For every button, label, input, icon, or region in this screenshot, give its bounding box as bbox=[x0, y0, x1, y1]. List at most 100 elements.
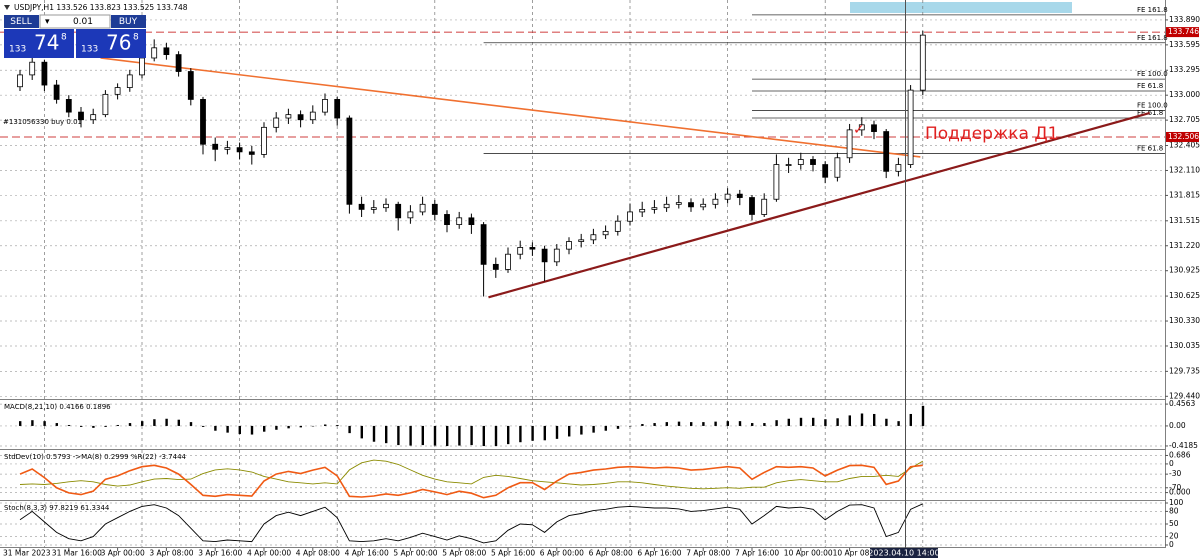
candle-body bbox=[17, 74, 23, 88]
candle-body bbox=[236, 147, 243, 153]
candle-body bbox=[200, 99, 206, 145]
indicator-line bbox=[19, 459, 924, 490]
indicator-line bbox=[19, 503, 923, 544]
candle-body bbox=[578, 239, 585, 242]
histogram-bar bbox=[202, 425, 205, 427]
sell-button[interactable] bbox=[4, 15, 39, 28]
candle-body bbox=[297, 114, 304, 121]
price-tag bbox=[1166, 27, 1199, 38]
x-tick-label: 3 Apr 00:00 bbox=[101, 549, 145, 558]
candle-body bbox=[187, 71, 194, 100]
histogram-bar bbox=[67, 424, 71, 426]
histogram-bar bbox=[812, 417, 815, 426]
candle-body bbox=[358, 203, 365, 210]
histogram-bar bbox=[421, 425, 424, 446]
y-tick-label: -0.4185 bbox=[1169, 441, 1198, 450]
histogram-bar bbox=[397, 425, 400, 446]
histogram-bar bbox=[726, 421, 729, 426]
histogram-bar bbox=[555, 425, 559, 439]
candle-body bbox=[65, 99, 72, 113]
histogram-bar bbox=[543, 425, 546, 441]
fibo-label: FE 61.8 bbox=[1137, 82, 1163, 90]
y-tick-label: 130.925 bbox=[1169, 266, 1200, 275]
annotation: Поддержка Д1 bbox=[925, 124, 1058, 144]
histogram-bar bbox=[433, 425, 437, 446]
sell-price-box[interactable] bbox=[4, 29, 74, 58]
histogram-bar bbox=[763, 423, 766, 426]
histogram-bar bbox=[787, 418, 790, 426]
candle-body bbox=[29, 61, 36, 76]
candle-body bbox=[712, 198, 719, 205]
histogram-bar bbox=[860, 413, 864, 426]
candle-body bbox=[53, 84, 60, 100]
candle-body bbox=[639, 208, 646, 213]
candle-body bbox=[346, 117, 353, 205]
y-tick-label: 0.4563 bbox=[1169, 399, 1195, 408]
y-tick-label: 133.595 bbox=[1169, 40, 1200, 49]
histogram-bar bbox=[629, 425, 632, 427]
y-tick-label: 0 bbox=[1169, 459, 1174, 468]
candle-body bbox=[212, 143, 219, 150]
candle-body bbox=[492, 263, 499, 270]
y-tick-label: 0 bbox=[1169, 540, 1174, 549]
volume: 0.01 bbox=[73, 17, 93, 27]
histogram-bar bbox=[836, 418, 839, 426]
x-tick-label: 31 Mar 2023 bbox=[3, 549, 51, 558]
y-tick-label: 130.625 bbox=[1169, 291, 1200, 300]
candle-body bbox=[602, 230, 609, 236]
candle-body bbox=[383, 203, 389, 209]
histogram-bar bbox=[141, 421, 144, 426]
price-tag-label: 133.746 bbox=[1168, 27, 1199, 36]
x-tick-label: 10 Apr 08:00 bbox=[833, 549, 882, 558]
candle-body bbox=[224, 147, 231, 150]
candle-body bbox=[627, 211, 633, 222]
candle-body bbox=[431, 203, 438, 215]
volume-arrow[interactable]: ▾ bbox=[45, 17, 50, 27]
y-tick-label: 100 bbox=[1169, 498, 1184, 507]
candle-body bbox=[334, 99, 341, 119]
candle-body bbox=[285, 114, 292, 119]
histogram-bar bbox=[897, 421, 900, 426]
histogram-bar bbox=[263, 425, 266, 432]
histogram-bar bbox=[177, 419, 180, 426]
candle-body bbox=[151, 47, 158, 59]
candle-body bbox=[175, 54, 182, 72]
candle-body bbox=[273, 117, 280, 128]
x-tick-label: 7 Apr 16:00 bbox=[735, 549, 779, 558]
histogram-bar bbox=[226, 425, 229, 433]
candle-body bbox=[797, 159, 804, 165]
x-tick-label: 6 Apr 08:00 bbox=[589, 549, 633, 558]
price-tag-label: 132.506 bbox=[1168, 132, 1199, 141]
x-tick-label: 5 Apr 16:00 bbox=[491, 549, 535, 558]
y-tick-label: 20 bbox=[1169, 532, 1179, 541]
fibo-label: FE 100.0 bbox=[1137, 101, 1168, 109]
histogram-bar bbox=[677, 421, 681, 426]
candle-body bbox=[407, 211, 414, 219]
histogram-bar bbox=[324, 424, 327, 426]
histogram-bar bbox=[250, 425, 254, 435]
candle-body bbox=[919, 34, 926, 91]
y-tick-label: 50 bbox=[1169, 519, 1179, 528]
volume-box[interactable] bbox=[39, 14, 111, 29]
candle-body bbox=[736, 193, 743, 198]
buy-price-big: 133 bbox=[81, 45, 98, 55]
histogram-bar bbox=[385, 425, 388, 444]
collapse-icon[interactable] bbox=[4, 5, 10, 10]
panel-title: Stoch(8,3,3) 97.8219 61.3344 bbox=[4, 504, 110, 512]
histogram-bar bbox=[104, 425, 107, 427]
candle-body bbox=[566, 241, 572, 250]
x-tick-label: 5 Apr 08:00 bbox=[442, 549, 486, 558]
candle-body bbox=[114, 87, 121, 95]
histogram-bar bbox=[372, 425, 376, 442]
buy-button[interactable] bbox=[111, 15, 146, 28]
x-tick-label: 4 Apr 00:00 bbox=[247, 549, 291, 558]
candle-body bbox=[41, 61, 48, 86]
buy-price-box[interactable] bbox=[76, 29, 146, 58]
histogram-bar bbox=[31, 420, 34, 426]
candle-body bbox=[614, 220, 621, 232]
candle-body bbox=[248, 151, 255, 155]
candle-body bbox=[858, 124, 865, 131]
sell-price-main: 74 bbox=[34, 31, 59, 55]
histogram-bar bbox=[311, 425, 315, 427]
candle-body bbox=[773, 164, 780, 200]
